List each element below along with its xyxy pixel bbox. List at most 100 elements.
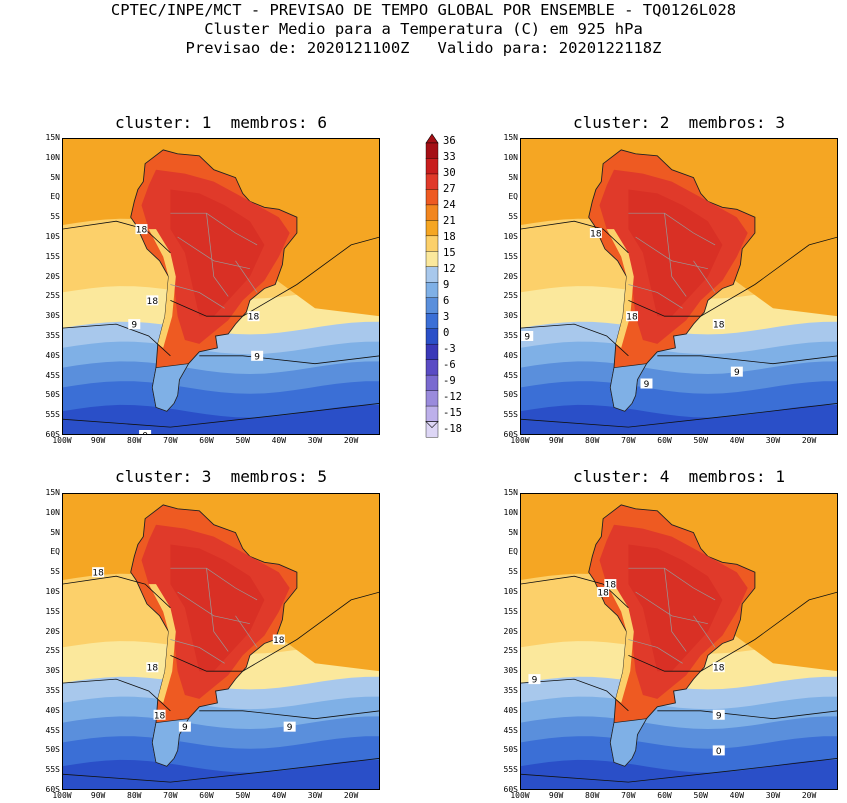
contour-label: 18	[247, 311, 260, 323]
colorbar-swatch	[425, 142, 439, 159]
lat-tick-label: 10N	[503, 507, 518, 517]
lat-tick-label: 5S	[508, 212, 518, 222]
lat-tick-label: 15S	[503, 606, 518, 616]
contour-label: 18	[135, 224, 148, 236]
lat-tick-label: 40S	[45, 350, 60, 360]
lon-tick-label: 80W	[127, 436, 142, 445]
lat-tick-label: 15N	[45, 488, 60, 497]
lon-tick-label: 70W	[163, 791, 178, 800]
lat-tick-label: 45S	[503, 725, 518, 735]
colorbar-label: 27	[443, 183, 456, 195]
colorbar-top-arrow	[425, 133, 439, 144]
colorbar-label: 30	[443, 167, 456, 179]
lon-tick-label: 20W	[801, 436, 817, 445]
contour-label: 18	[712, 319, 725, 331]
lat-tick-label: 60S	[45, 430, 60, 439]
lat-tick-label: 50S	[503, 745, 518, 755]
colorbar-label: 12	[443, 263, 456, 275]
svg-text:9: 9	[734, 368, 740, 378]
lat-tick-label: 20S	[503, 271, 518, 281]
lat-tick-label: 5S	[50, 212, 60, 222]
lon-tick-label: 20W	[801, 791, 817, 800]
lon-tick-label: 30W	[765, 436, 781, 445]
colorbar-label: -15	[443, 407, 462, 419]
svg-text:9: 9	[524, 333, 530, 343]
svg-text:18: 18	[248, 313, 260, 323]
contour-label: 0	[712, 745, 725, 757]
colorbar-label: 18	[443, 231, 456, 243]
lat-tick-label: 35S	[45, 686, 60, 695]
lat-tick-label: 5N	[50, 527, 60, 537]
lon-tick-label: 90W	[90, 791, 106, 800]
svg-text:18: 18	[590, 230, 602, 240]
colorbar-swatch	[425, 204, 439, 221]
svg-text:18: 18	[136, 226, 148, 236]
contour-label: 9	[712, 709, 725, 721]
colorbar-label: 24	[443, 199, 456, 211]
contour-label: 18	[597, 587, 610, 599]
svg-text:9: 9	[287, 723, 293, 733]
colorbar-swatch	[425, 158, 439, 175]
lon-tick-label: 40W	[729, 436, 745, 445]
colorbar-label: 15	[443, 247, 456, 259]
lat-tick-label: 40S	[503, 350, 518, 360]
lon-tick-label: 90W	[548, 791, 564, 800]
lon-tick-label: 40W	[271, 436, 287, 445]
lat-tick-label: EQ	[50, 547, 60, 557]
lat-tick-label: 5N	[50, 172, 60, 182]
lat-tick-label: 10S	[503, 232, 518, 241]
lon-tick-label: 90W	[548, 436, 564, 445]
subtitle-dates: Previsao de: 2020121100Z Valido para: 20…	[185, 39, 662, 57]
colorbar-swatch	[425, 189, 439, 206]
lat-tick-label: 25S	[45, 646, 60, 656]
svg-text:18: 18	[147, 664, 159, 674]
lon-tick-label: 80W	[585, 436, 600, 445]
lat-tick-label: 10S	[503, 587, 518, 596]
contour-label: 18	[92, 567, 105, 579]
lat-tick-label: 15N	[45, 133, 60, 142]
svg-text:18: 18	[154, 711, 166, 721]
contour-label: 18	[626, 311, 639, 323]
lat-tick-label: 50S	[45, 390, 60, 400]
lat-tick-label: 25S	[503, 291, 518, 301]
lat-tick-label: 55S	[503, 410, 518, 420]
contour-label: 9	[251, 350, 264, 362]
lon-tick-label: 60W	[657, 791, 672, 800]
contour-label: 18	[146, 662, 159, 674]
lat-tick-label: 40S	[45, 705, 60, 715]
lat-tick-label: 40S	[503, 705, 518, 715]
lon-tick-label: 30W	[307, 436, 323, 445]
panel-title: cluster: 3 membros: 5	[115, 467, 327, 486]
lat-tick-label: 30S	[45, 311, 60, 321]
lat-tick-label: 10N	[503, 152, 518, 162]
svg-text:18: 18	[597, 589, 609, 599]
colorbar-label: -12	[443, 391, 462, 403]
lon-tick-label: 40W	[271, 791, 287, 800]
colorbar-label: -9	[443, 375, 456, 387]
lat-tick-label: 55S	[45, 410, 60, 420]
contour-label: 18	[604, 579, 617, 591]
panel-title: cluster: 1 membros: 6	[115, 113, 327, 132]
colorbar-label: -18	[443, 423, 462, 435]
lon-tick-label: 80W	[585, 791, 600, 800]
lat-tick-label: 10N	[45, 507, 60, 517]
colorbar-bottom-arrow	[425, 421, 439, 428]
svg-text:18: 18	[605, 581, 617, 591]
svg-text:0: 0	[142, 432, 148, 436]
contour-label: 18	[272, 634, 285, 646]
contour-label: 9	[528, 674, 541, 686]
lat-tick-label: 25S	[45, 291, 60, 301]
lat-tick-label: 35S	[45, 331, 60, 340]
lat-tick-label: 10N	[45, 152, 60, 162]
lat-tick-label: 5N	[508, 527, 518, 537]
svg-text:18: 18	[273, 636, 285, 646]
colorbar-label: 9	[443, 279, 450, 291]
contour-label: 9	[283, 721, 296, 733]
lat-tick-label: 45S	[45, 725, 60, 735]
colorbar-label: -3	[443, 343, 456, 355]
lat-tick-label: 35S	[503, 331, 518, 340]
lon-tick-label: 50W	[235, 436, 250, 445]
contour-label: 9	[128, 319, 141, 331]
